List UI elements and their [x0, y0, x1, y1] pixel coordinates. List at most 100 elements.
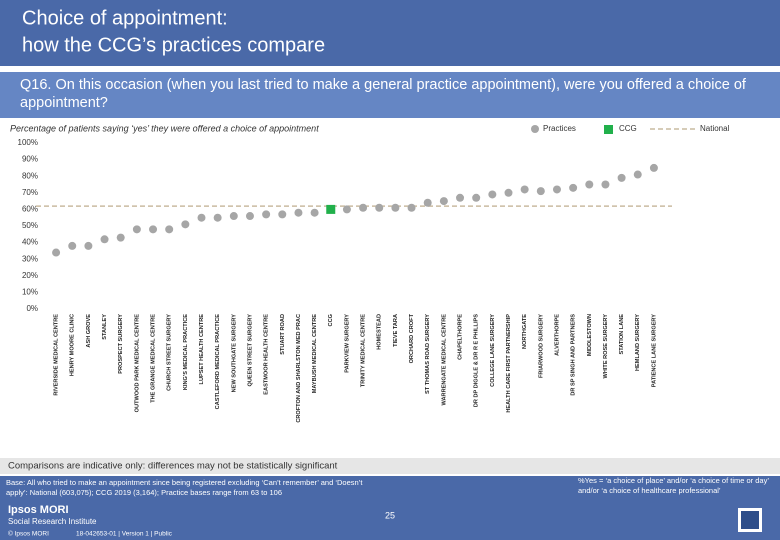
practice-dot — [391, 203, 400, 212]
x-tick-label: ASH GROVE — [86, 314, 92, 348]
page-number: 25 — [385, 510, 395, 520]
legend-swatch — [604, 125, 613, 134]
legend-label: Practices — [543, 124, 576, 133]
practice-dot — [617, 173, 626, 182]
base-note: Base: All who tried to make an appointme… — [6, 478, 363, 497]
practice-dot — [520, 185, 529, 194]
logo-inner — [741, 511, 759, 529]
practice-dot — [165, 225, 174, 234]
x-tick-label: WHITE ROSE SURGERY — [603, 314, 609, 379]
x-tick-label: CCG — [328, 314, 334, 326]
y-tick-label: 0% — [26, 304, 38, 313]
y-tick-label: 50% — [22, 221, 38, 230]
x-tick-label: NORTHGATE — [522, 314, 528, 349]
x-tick-label: PROSPECT SURGERY — [118, 314, 124, 374]
practice-dot — [439, 197, 448, 206]
x-tick-label: CHURCH STREET SURGERY — [167, 314, 173, 391]
practice-dot — [375, 203, 384, 212]
x-tick-label: MAYBUSH MEDICAL CENTRE — [312, 314, 318, 394]
x-tick-label: HENRY MOORE CLINIC — [70, 314, 76, 376]
header-band — [0, 0, 780, 66]
practice-dot — [278, 210, 287, 219]
x-tick-label: COLLEGE LANE SURGERY — [490, 314, 496, 387]
practice-dot — [213, 213, 222, 222]
legend-label: National — [700, 124, 730, 133]
practice-dot — [585, 180, 594, 189]
footer-band — [0, 476, 780, 540]
practice-dot — [601, 180, 610, 189]
practice-dot — [488, 190, 497, 199]
y-tick-label: 60% — [22, 205, 38, 214]
practice-dot — [68, 241, 77, 250]
definition-note: %Yes = ‘a choice of place’ and/or ‘a cho… — [578, 476, 769, 495]
x-tick-label: RIVERSIDE MEDICAL CENTRE — [54, 314, 60, 396]
x-tick-label: CROFTON AND SHARLSTON MED PRAC — [296, 314, 302, 423]
practice-dot — [100, 235, 109, 244]
title: how the CCG’s practices compare — [22, 34, 325, 56]
x-tick-label: STANLEY — [102, 314, 108, 340]
practice-dot — [407, 203, 416, 212]
subtitle: Percentage of patients saying ‘yes’ they… — [10, 123, 319, 133]
question-band — [0, 72, 780, 118]
x-tick-label: TIEVE TARA — [393, 314, 399, 347]
practice-dot — [359, 203, 368, 212]
practice-dot — [149, 225, 158, 234]
x-tick-label: OUTWOOD PARK MEDICAL CENTRE — [134, 314, 140, 413]
caveat: Comparisons are indicative only: differe… — [8, 461, 338, 472]
practice-dot — [456, 193, 465, 202]
x-tick-label: ST THOMAS ROAD SURGERY — [425, 314, 431, 394]
x-tick-label: STUART ROAD — [280, 314, 286, 355]
x-tick-label: STATION LANE — [619, 314, 625, 355]
x-tick-label: LUPSET HEALTH CENTRE — [199, 314, 205, 385]
x-tick-label: QUEEN STREET SURGERY — [247, 314, 253, 387]
y-tick-label: 20% — [22, 271, 38, 280]
x-tick-label: MIDDLESTOWN — [587, 314, 593, 356]
x-tick-label: HEALTH CARE FIRST PARTNERSHIP — [506, 314, 512, 413]
x-tick-label: DR DP DIGGLE & DR R E PHILLIPS — [474, 314, 480, 407]
practice-dot — [633, 170, 642, 179]
brand: Ipsos MORI — [8, 504, 69, 516]
practice-dot — [649, 163, 658, 172]
title: Choice of appointment: — [22, 7, 228, 29]
x-tick-label: HOMESTEAD — [377, 314, 383, 350]
legend-label: CCG — [619, 124, 637, 133]
practice-dot — [245, 212, 254, 221]
y-tick-label: 70% — [22, 188, 38, 197]
practice-dot — [294, 208, 303, 217]
x-tick-label: HEMLAND SURGERY — [635, 314, 641, 371]
practice-dot — [229, 212, 238, 221]
x-tick-label: CASTLEFORD MEDICAL PRACTICE — [215, 314, 221, 410]
y-tick-label: 10% — [22, 288, 38, 297]
x-tick-label: TRINITY MEDICAL CENTRE — [361, 314, 367, 387]
practice-dot — [197, 213, 206, 222]
x-tick-label: PARKVIEW SURGERY — [344, 314, 350, 373]
y-tick-label: 80% — [22, 171, 38, 180]
practice-dot — [262, 210, 271, 219]
y-tick-label: 90% — [22, 155, 38, 164]
x-tick-label: FRIARWOOD SURGERY — [538, 314, 544, 378]
x-tick-label: KING'S MEDICAL PRACTICE — [183, 314, 189, 390]
definition-box: %Yes = ‘a choice of place’ and/or ‘a cho… — [578, 476, 769, 495]
x-tick-label: WARRENGATE MEDICAL CENTRE — [441, 314, 447, 406]
legend-swatch — [531, 125, 539, 133]
y-tick-label: 40% — [22, 238, 38, 247]
practice-dot — [181, 220, 190, 229]
practice-dot — [342, 205, 351, 214]
question: Q16. On this occasion (when you last tri… — [20, 77, 746, 111]
x-tick-label: EASTMOOR HEALTH CENTRE — [264, 314, 270, 395]
practice-dot — [132, 225, 141, 234]
y-tick-label: 100% — [18, 138, 38, 147]
practice-dot — [472, 193, 481, 202]
institute: Social Research Institute — [8, 517, 97, 526]
x-tick-label: DR SP SINGH AND PARTNERS — [571, 314, 577, 396]
practice-dot — [569, 183, 578, 192]
y-tick-label: 30% — [22, 254, 38, 263]
practice-dot — [423, 198, 432, 207]
practice-dot — [52, 248, 61, 257]
practice-dot — [310, 208, 319, 217]
practice-dot — [84, 241, 93, 250]
x-tick-label: ORCHARD CROFT — [409, 313, 415, 363]
practice-dot — [116, 233, 125, 242]
question-box: Q16. On this occasion (when you last tri… — [20, 77, 746, 111]
